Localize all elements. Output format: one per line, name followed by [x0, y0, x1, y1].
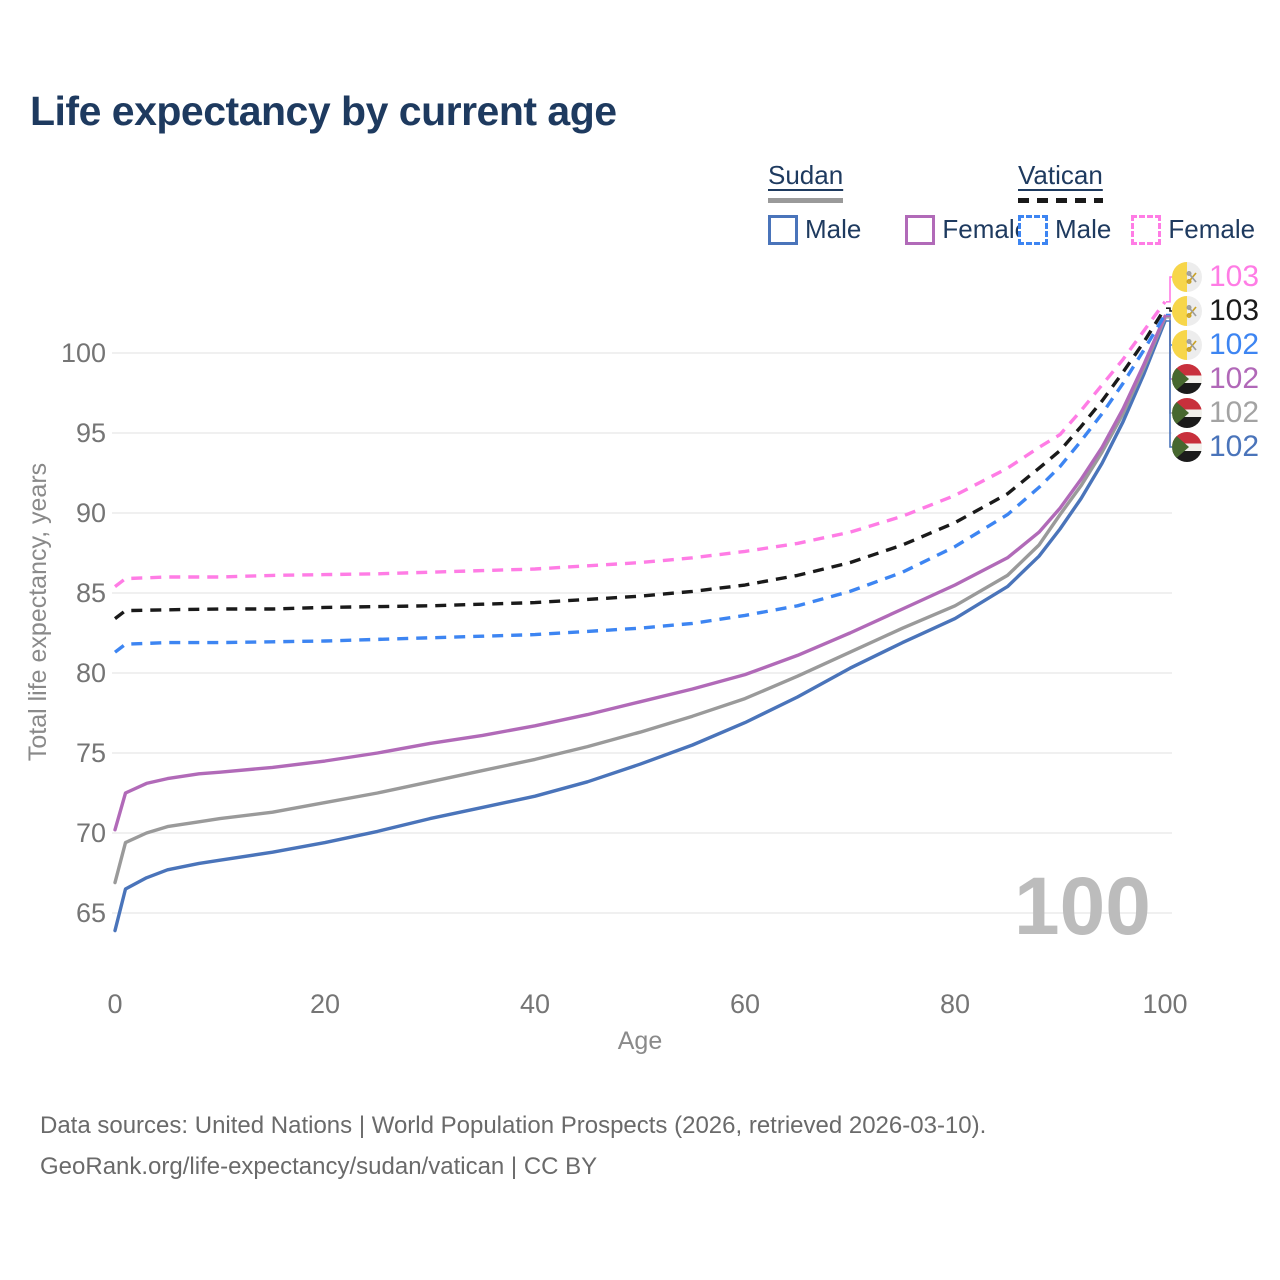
x-tick-label: 40 — [520, 989, 550, 1019]
legend-label-vatican-female: Female — [1168, 214, 1256, 244]
legend-country-sudan[interactable]: Sudan — [768, 160, 844, 203]
series-line-vatican_all — [113, 307, 1167, 620]
sudan-female-swatch — [905, 214, 936, 245]
end-value-label: 102 — [1209, 362, 1260, 395]
end-value-label: 103 — [1209, 294, 1260, 327]
end-label-row-sudan_female: 102 — [1172, 362, 1259, 396]
legend-group-vatican: Vatican Male Female — [1018, 160, 1255, 245]
y-tick-label: 65 — [76, 898, 106, 928]
y-tick-label: 85 — [76, 578, 106, 608]
age-counter-watermark: 100 — [1014, 861, 1151, 952]
legend-item-sudan-female[interactable]: Female — [905, 214, 1029, 245]
end-label-row-vatican_all: 103 — [1172, 294, 1259, 328]
vatican-flag-icon — [1172, 262, 1202, 292]
vatican-combined-line-key — [1018, 198, 1103, 203]
legend-country-sudan-label: Sudan — [768, 160, 844, 190]
series-line-sudan_male — [113, 319, 1167, 933]
y-axis-title: Total life expectancy, years — [24, 463, 52, 761]
sudan-combined-line-key — [768, 198, 844, 203]
series-line-sudan_female — [113, 314, 1167, 832]
vatican-flag-icon — [1172, 296, 1202, 326]
legend-label-sudan-male: Male — [805, 214, 862, 244]
x-axis-ticks: 0 20 40 60 80 100 — [107, 989, 1187, 1019]
end-label-row-sudan_all: 102 — [1172, 396, 1259, 430]
vatican-female-swatch — [1131, 214, 1162, 245]
footer-sources: Data sources: United Nations | World Pop… — [40, 1112, 987, 1139]
y-tick-label: 75 — [76, 738, 106, 768]
vatican-male-swatch — [1018, 214, 1048, 245]
x-tick-label: 60 — [730, 989, 760, 1019]
end-value-label: 102 — [1209, 328, 1260, 361]
end-label-row-vatican_female: 103 — [1172, 260, 1259, 294]
sudan-flag-icon — [1172, 398, 1202, 428]
page-title: Life expectancy by current age — [30, 88, 617, 134]
end-value-label: 102 — [1209, 430, 1260, 463]
y-tick-label: 95 — [76, 418, 106, 448]
x-tick-label: 20 — [310, 989, 340, 1019]
sudan-male-swatch — [768, 214, 798, 245]
sudan-flag-icon — [1172, 432, 1202, 462]
legend-country-vatican-label: Vatican — [1018, 160, 1103, 190]
series-line-sudan_all — [113, 316, 1167, 885]
end-value-label: 103 — [1209, 260, 1260, 293]
end-label-row-vatican_male: 102 — [1172, 328, 1259, 362]
series-line-vatican_female — [113, 300, 1167, 588]
x-tick-label: 80 — [940, 989, 970, 1019]
y-tick-label: 100 — [61, 338, 106, 368]
legend-item-vatican-female[interactable]: Female — [1131, 214, 1255, 245]
y-axis-ticks: 65 70 75 80 85 90 95 100 — [61, 338, 106, 928]
end-value-label: 102 — [1209, 396, 1260, 429]
gridlines — [112, 352, 1172, 914]
legend-country-vatican[interactable]: Vatican — [1018, 160, 1103, 203]
y-tick-label: 80 — [76, 658, 106, 688]
footer: Data sources: United Nations | World Pop… — [40, 1105, 986, 1187]
x-axis-title: Age — [618, 1027, 662, 1055]
legend-group-sudan: Sudan Male Female — [768, 160, 1029, 245]
y-tick-label: 90 — [76, 498, 106, 528]
legend-label-vatican-male: Male — [1055, 214, 1112, 244]
x-tick-label: 100 — [1142, 989, 1187, 1019]
legend-item-vatican-male[interactable]: Male — [1018, 214, 1111, 245]
end-label-row-sudan_male: 102 — [1172, 430, 1259, 464]
sudan-flag-icon — [1172, 364, 1202, 394]
series-line-vatican_male — [113, 313, 1167, 654]
x-tick-label: 0 — [107, 989, 122, 1019]
legend-label-sudan-female: Female — [942, 214, 1030, 244]
vatican-flag-icon — [1172, 330, 1202, 360]
y-tick-label: 70 — [76, 818, 106, 848]
series-lines — [113, 300, 1167, 933]
footer-link: GeoRank.org/life-expectancy/sudan/vatica… — [40, 1153, 598, 1180]
legend-item-sudan-male[interactable]: Male — [768, 214, 861, 245]
